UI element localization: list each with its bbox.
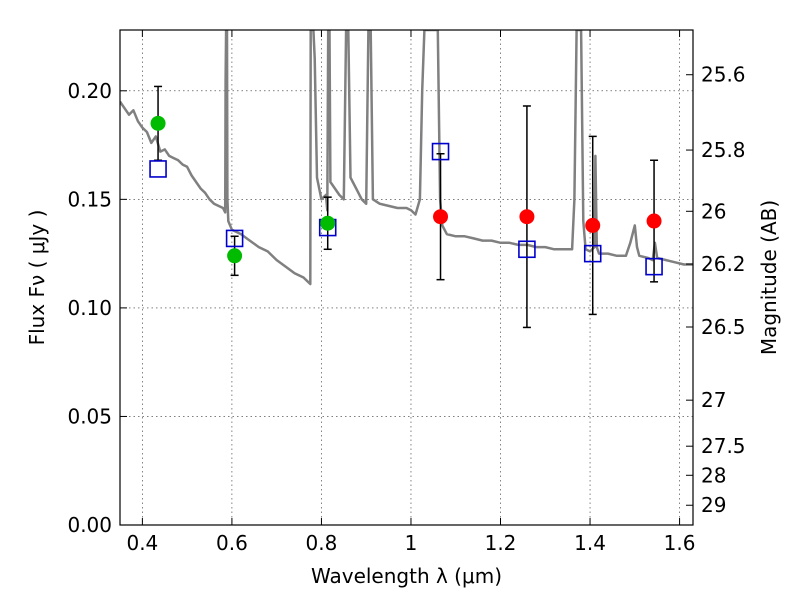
model-flux-square [225,229,244,248]
plot-frame [119,29,694,526]
y2-tick-label: 25.8 [701,138,746,162]
x-tick-label: 0.6 [216,531,248,555]
model-spectrum-line [120,30,693,286]
y2-tick-label: 28 [701,463,726,487]
y2-tick-label: 26 [701,199,726,223]
y2-tick-label: 27.5 [701,434,746,458]
y2-tick-label: 29 [701,493,726,517]
y-tick-label: 0.20 [67,79,112,103]
y-tick-label: 0.10 [67,296,112,320]
axis-ticks: 0.4 0.6 0.8 1 1.2 1.4 1.6 0.00 0.05 0.10 0.15 0.20 2… [67,30,746,555]
data-point-red [585,217,601,233]
y2-tick-label: 25.6 [701,63,746,87]
y2-tick-label: 26.2 [701,252,746,276]
x-tick-label: 0.8 [306,531,338,555]
y-tick-label: 0.05 [67,404,112,428]
data-point-red [646,213,662,229]
model-flux-square [583,244,602,263]
data-point-green [227,248,243,264]
grid [120,30,693,526]
y-tick-label: 0.00 [67,513,112,537]
x-tick-label: 1.4 [574,531,606,555]
x-axis-label: Wavelength λ (μm) [311,564,502,588]
data-point-red [433,209,449,225]
y2-tick-label: 26.5 [701,315,746,339]
data-point-green [150,115,166,131]
model-spectrum [120,30,693,286]
y-axis-label: Flux Fν ( μJy ) [25,210,49,346]
y2-axis-label: Magnitude (AB) [757,200,781,355]
data-point-red [519,209,535,225]
x-tick-label: 1 [405,531,418,555]
x-tick-label: 1.6 [664,531,696,555]
model-flux-square [431,142,450,161]
x-tick-label: 0.4 [126,531,158,555]
model-flux-square [518,240,536,259]
model-flux-square [149,160,167,178]
data-points [149,85,663,329]
data-point-green [320,215,336,231]
y-tick-label: 0.15 [67,187,112,211]
model-flux-square [645,257,663,276]
x-tick-label: 1.2 [485,531,517,555]
y2-tick-label: 27 [701,388,726,412]
